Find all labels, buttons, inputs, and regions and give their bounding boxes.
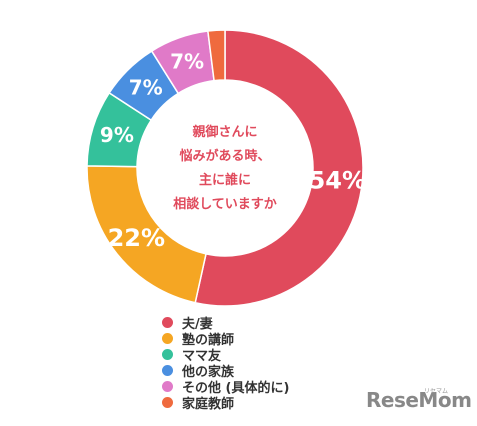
legend-swatch <box>162 348 173 360</box>
legend-label: 家庭教師 <box>182 396 235 412</box>
legend-item-home-tutor: 家庭教師 <box>162 394 289 412</box>
donut-chart: 54% 22% 9% 7% 7% 2% 親御さんに 悩みがある時、 主に誰に 相談していま… <box>86 4 366 307</box>
slice-labels: 54% 22% 9% 7% 7% 2% <box>100 4 366 252</box>
slice-home-tutor <box>207 29 226 82</box>
center-line-2: 悩みがある時、 <box>178 148 270 164</box>
legend-item-other-family: 他の家族 <box>162 362 289 380</box>
legend-swatch <box>162 364 173 376</box>
donut-slices <box>86 29 364 307</box>
slice-value-label: 54% <box>309 166 366 194</box>
slice-value-label: 9% <box>100 123 134 147</box>
center-line-4: 相談していますか <box>173 196 277 212</box>
legend-label: 塾の講師 <box>182 332 235 348</box>
legend-item-husband-wife: 夫/妻 <box>162 314 289 332</box>
slice-value-label: 22% <box>108 224 165 252</box>
legend-label: 夫/妻 <box>182 316 213 332</box>
resemom-logo: ReseMom <box>366 388 472 412</box>
legend-item-other-specific: その他 (具体的に) <box>162 378 290 396</box>
center-line-1: 親御さんに <box>192 124 257 140</box>
slice-value-label: 2% <box>201 4 232 25</box>
legend-swatch <box>162 332 173 344</box>
legend-label: その他 (具体的に) <box>182 380 290 396</box>
legend-swatch <box>162 316 173 328</box>
legend-label: 他の家族 <box>182 364 235 380</box>
slice-value-label: 7% <box>129 75 163 99</box>
legend-swatch <box>162 380 173 392</box>
slice-value-label: 7% <box>170 50 204 74</box>
legend-item-mom-friend: ママ友 <box>162 346 289 364</box>
legend: 夫/妻 塾の講師 ママ友 他の家族 その他 (具体的に) 家庭教師 <box>162 314 290 412</box>
legend-item-cram-school-teacher: 塾の講師 <box>162 330 289 348</box>
legend-swatch <box>162 396 173 408</box>
legend-label: ママ友 <box>182 348 222 364</box>
resemom-tagline: リセマム <box>424 388 449 395</box>
center-line-3: 主に誰に <box>199 172 251 188</box>
slice-husband-wife <box>194 29 364 307</box>
